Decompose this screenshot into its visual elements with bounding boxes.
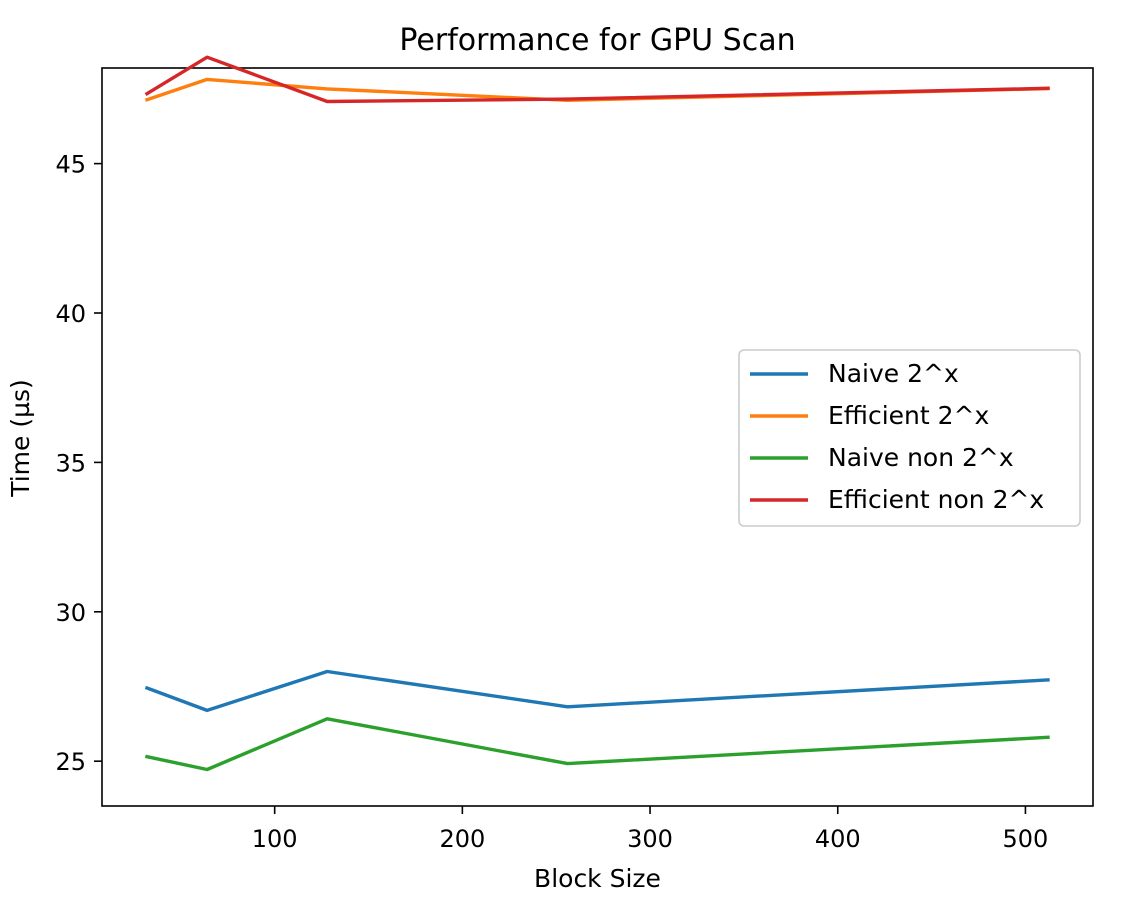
y-axis: 25 30 35 40 45 [55, 151, 102, 776]
legend-label: Efficient non 2^x [828, 485, 1044, 514]
x-tick-label: 100 [252, 825, 298, 853]
y-tick-label: 30 [55, 599, 86, 627]
legend: Naive 2^x Efficient 2^x Naive non 2^x Effic… [738, 349, 1081, 527]
legend-box [738, 349, 1081, 527]
series-line-3 [144, 717, 1050, 772]
legend-label: Efficient 2^x [828, 401, 989, 430]
x-tick-label: 500 [1003, 825, 1049, 853]
y-tick-label: 45 [55, 151, 86, 179]
y-tick-label: 25 [55, 748, 86, 776]
series-line-4 [144, 55, 1050, 104]
x-axis: 100 200 300 400 500 [252, 806, 1049, 853]
x-tick-label: 400 [815, 825, 861, 853]
x-tick-label: 200 [439, 825, 485, 853]
y-axis-label: Time (µs) [6, 379, 35, 498]
y-tick-label: 35 [55, 449, 86, 477]
legend-label: Naive non 2^x [828, 443, 1014, 472]
series-line-1 [144, 669, 1050, 713]
x-tick-label: 300 [627, 825, 673, 853]
chart-title: Performance for GPU Scan [399, 23, 795, 58]
series-lines [144, 55, 1050, 772]
legend-label: Naive 2^x [828, 359, 959, 388]
x-axis-label: Block Size [534, 864, 661, 893]
y-tick-label: 40 [55, 300, 86, 328]
